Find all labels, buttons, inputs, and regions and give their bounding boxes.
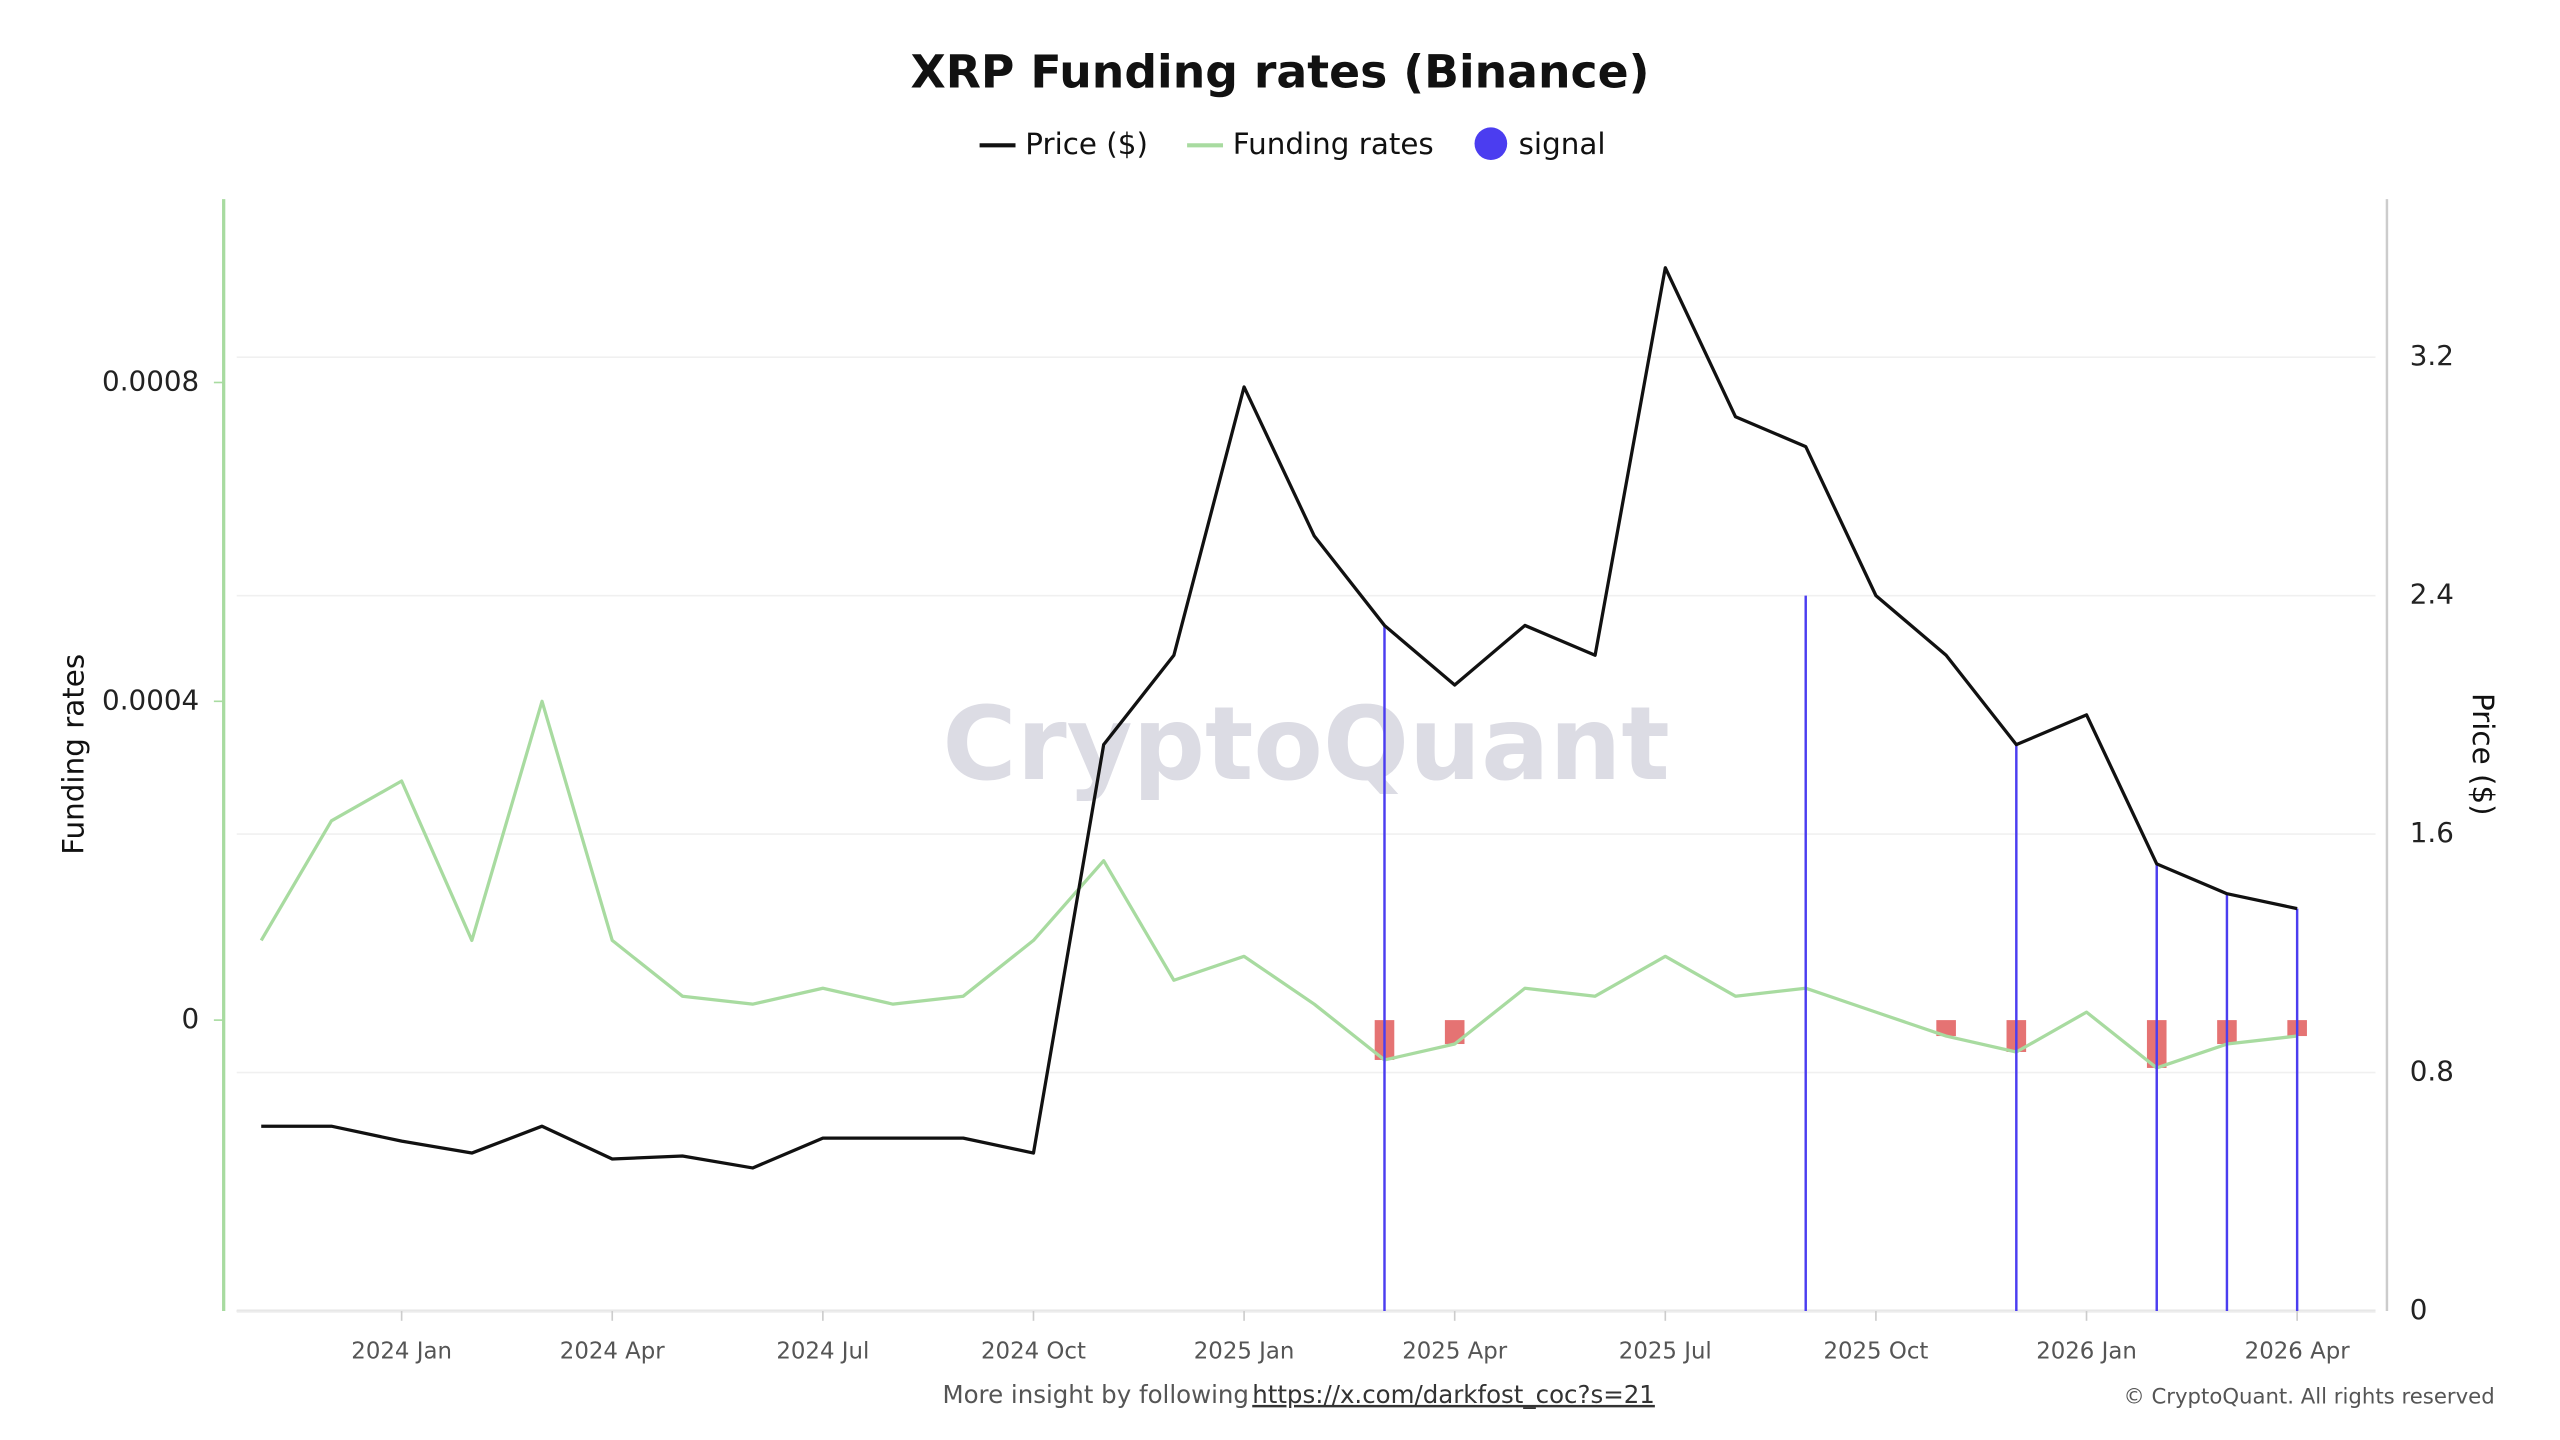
series-line [261,266,2298,1170]
footer-link[interactable]: https://x.com/darkfost_coc?s=21 [1252,1380,1655,1409]
y2-tick-label: 1.6 [2410,816,2454,849]
legend-symbol [1474,127,1508,160]
x-tick-label: 2024 Apr [560,1338,666,1364]
x-tick-label: 2024 Jan [351,1338,452,1364]
series-line [259,699,2298,1070]
x-tick-label: 2024 Jul [776,1338,869,1364]
y-tick-label: 0.0008 [102,364,199,397]
x-tick-label: 2025 Jul [1619,1338,1712,1364]
x-tick-label: 2026 Jan [2036,1338,2137,1364]
legend-label: Funding rates [1233,127,1434,161]
x-tick-label: 2026 Apr [2245,1338,2351,1364]
x-tick-label: 2025 Oct [1823,1338,1928,1364]
y2-axis-label: Price ($) [2466,693,2500,816]
y2-tick-label: 3.2 [2410,339,2454,372]
y2-tick-label: 0.8 [2410,1055,2454,1088]
watermark: CryptoQuant [942,685,1669,803]
legend: Price ($) Funding rates signal [979,127,1606,161]
legend-label: Price ($) [1025,127,1148,161]
x-tick-label: 2024 Oct [981,1338,1086,1364]
footer-text: More insight by following [942,1380,1249,1409]
y-tick-label: 0 [182,1002,200,1035]
x-tick-label: 2025 Jan [1194,1338,1295,1364]
x-tick-label: 2025 Apr [1402,1338,1508,1364]
y-tick-label: 0.0004 [102,683,199,716]
negative-bar [1936,1020,1956,1037]
y-axis-label: Funding rates [57,654,91,855]
chart-title: XRP Funding rates (Binance) [910,46,1649,99]
y2-tick-label: 2.4 [2410,578,2454,611]
legend-label: signal [1519,127,1606,161]
y2-tick-label: 0 [2410,1293,2428,1326]
copyright: © CryptoQuant. All rights reserved [2124,1385,2495,1410]
